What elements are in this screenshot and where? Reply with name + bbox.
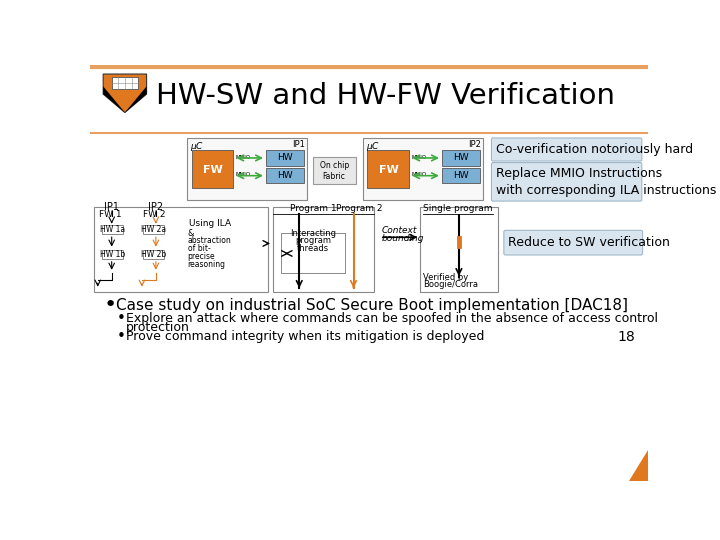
Text: precise: precise: [188, 252, 215, 261]
Text: reasoning: reasoning: [188, 260, 225, 268]
FancyBboxPatch shape: [273, 207, 374, 292]
Text: IP1: IP1: [292, 140, 305, 149]
Text: •: •: [117, 329, 125, 344]
Text: MMIO: MMIO: [235, 172, 251, 178]
Text: &: &: [188, 229, 194, 238]
Text: Using ILA: Using ILA: [189, 219, 231, 228]
Text: IP1: IP1: [104, 201, 120, 212]
FancyBboxPatch shape: [90, 65, 648, 481]
Text: Prove command integrity when its mitigation is deployed: Prove command integrity when its mitigat…: [126, 330, 484, 343]
Polygon shape: [629, 450, 648, 481]
Text: FW 2: FW 2: [143, 210, 165, 219]
Text: Program 1: Program 1: [290, 204, 336, 213]
Text: HW: HW: [453, 153, 468, 163]
Text: Case study on industrial SoC Secure Boot implementation [DAC18]: Case study on industrial SoC Secure Boot…: [117, 298, 629, 313]
Text: Verified by: Verified by: [423, 273, 469, 282]
FancyBboxPatch shape: [102, 249, 123, 259]
Text: of bit-: of bit-: [188, 244, 210, 253]
FancyBboxPatch shape: [266, 150, 304, 166]
FancyBboxPatch shape: [282, 233, 345, 273]
FancyBboxPatch shape: [143, 225, 164, 234]
Text: •: •: [117, 312, 125, 326]
Text: Reduce to SW verification: Reduce to SW verification: [508, 236, 670, 249]
Text: FW: FW: [202, 165, 222, 174]
FancyBboxPatch shape: [313, 157, 356, 184]
Text: HW-SW and HW-FW Verification: HW-SW and HW-FW Verification: [156, 82, 615, 110]
Polygon shape: [103, 74, 147, 112]
Text: HW: HW: [276, 153, 292, 163]
Text: Context: Context: [382, 226, 417, 235]
Text: Explore an attack where commands can be spoofed in the absence of access control: Explore an attack where commands can be …: [126, 313, 657, 326]
Text: On chip
Fabric: On chip Fabric: [320, 161, 348, 181]
Text: Interacting: Interacting: [290, 229, 336, 238]
FancyBboxPatch shape: [363, 138, 483, 200]
FancyBboxPatch shape: [492, 163, 642, 201]
FancyBboxPatch shape: [367, 150, 409, 188]
Text: FW: FW: [379, 165, 398, 174]
Text: Single program: Single program: [423, 204, 492, 213]
FancyBboxPatch shape: [420, 207, 498, 292]
FancyBboxPatch shape: [187, 138, 307, 200]
FancyBboxPatch shape: [102, 225, 123, 234]
FancyBboxPatch shape: [143, 249, 164, 259]
Text: $\mu$C: $\mu$C: [190, 140, 204, 153]
Text: HW: HW: [453, 171, 468, 180]
Text: Replace MMIO Instructions
with corresponding ILA instructions: Replace MMIO Instructions with correspon…: [496, 167, 716, 197]
Text: Program 2: Program 2: [336, 204, 383, 213]
FancyBboxPatch shape: [504, 231, 642, 255]
Text: 18: 18: [617, 329, 635, 343]
Text: HW 1b: HW 1b: [100, 249, 125, 259]
Text: HW: HW: [276, 171, 292, 180]
Text: MMIO: MMIO: [412, 154, 427, 160]
Text: Co-verification notoriously hard: Co-verification notoriously hard: [496, 143, 693, 156]
Text: MMIO: MMIO: [235, 154, 251, 160]
FancyBboxPatch shape: [112, 77, 138, 90]
Text: HW 1a: HW 1a: [100, 225, 125, 234]
Text: HW 2b: HW 2b: [141, 249, 166, 259]
FancyBboxPatch shape: [492, 138, 642, 161]
FancyBboxPatch shape: [442, 150, 480, 166]
Text: program: program: [295, 237, 331, 246]
Text: •: •: [104, 295, 117, 315]
Text: IP2: IP2: [148, 201, 163, 212]
FancyBboxPatch shape: [442, 168, 480, 184]
Text: HW 2a: HW 2a: [141, 225, 166, 234]
FancyBboxPatch shape: [266, 168, 304, 184]
Text: $\mu$C: $\mu$C: [366, 140, 380, 153]
Text: threads: threads: [297, 244, 329, 253]
FancyBboxPatch shape: [192, 150, 233, 188]
Text: bounding: bounding: [382, 234, 424, 243]
Polygon shape: [103, 86, 147, 112]
Text: abstraction: abstraction: [188, 237, 231, 246]
Text: IP2: IP2: [468, 140, 481, 149]
Text: MMIO: MMIO: [412, 172, 427, 178]
Text: Boogie/Corra: Boogie/Corra: [423, 280, 478, 289]
Text: protection: protection: [126, 321, 189, 334]
Text: FW 1: FW 1: [99, 210, 122, 219]
